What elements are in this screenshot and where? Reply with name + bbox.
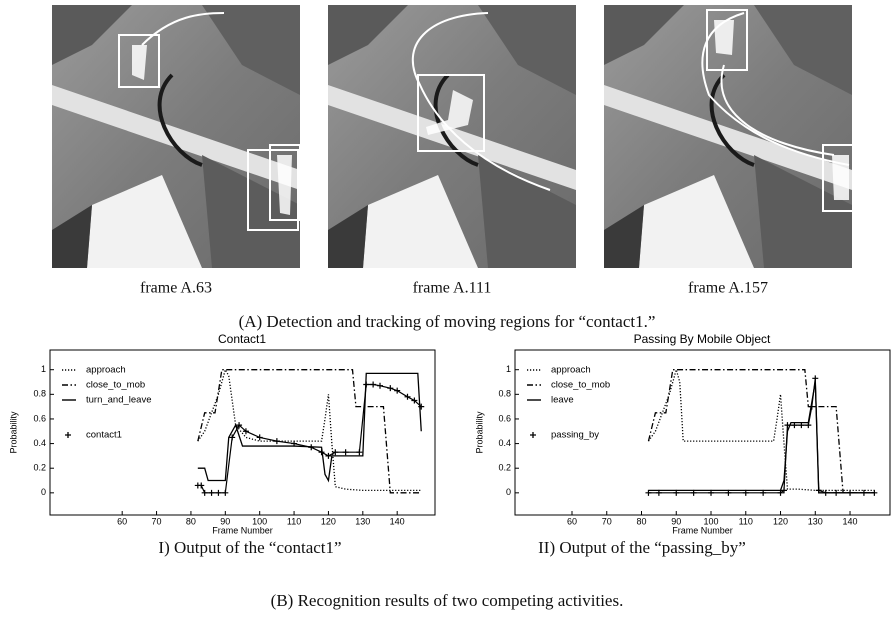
- x-tick-label: 130: [808, 516, 823, 526]
- point-marker: [394, 388, 400, 394]
- x-tick-label: 120: [321, 516, 336, 526]
- point-marker: [202, 490, 208, 496]
- x-tick-label: 140: [390, 516, 405, 526]
- legend-marker: [65, 432, 71, 438]
- panel-caption: I) Output of the “contact1”: [158, 538, 341, 557]
- x-axis-label: Frame Number: [672, 525, 733, 535]
- point-marker: [343, 449, 349, 455]
- x-tick-label: 70: [152, 516, 162, 526]
- y-tick-label: 1: [41, 364, 46, 374]
- y-tick-label: 0: [506, 487, 511, 497]
- y-tick-label: 0.2: [498, 463, 511, 473]
- chart-title: Passing By Mobile Object: [634, 332, 771, 346]
- point-marker: [871, 490, 877, 496]
- point-marker: [377, 383, 383, 389]
- point-marker: [222, 490, 228, 496]
- legend-marker: [530, 432, 536, 438]
- panel-caption: II) Output of the “passing_by”: [538, 538, 746, 557]
- x-tick-label: 90: [671, 516, 681, 526]
- point-marker: [209, 490, 215, 496]
- x-tick-label: 130: [355, 516, 370, 526]
- point-marker: [812, 375, 818, 381]
- y-tick-label: 0.8: [498, 389, 511, 399]
- y-tick-label: 0.4: [33, 438, 46, 448]
- legend-label: approach: [86, 365, 126, 376]
- legend-label: leave: [551, 395, 574, 406]
- y-axis-label: Probability: [8, 411, 18, 454]
- x-tick-label: 80: [186, 516, 196, 526]
- point-marker: [274, 438, 280, 444]
- x-tick-label: 70: [602, 516, 612, 526]
- point-marker: [847, 490, 853, 496]
- point-marker: [370, 381, 376, 387]
- series-line: [648, 378, 874, 493]
- legend-label: close_to_mob: [86, 380, 145, 391]
- x-tick-label: 60: [567, 516, 577, 526]
- x-tick-label: 60: [117, 516, 127, 526]
- point-marker: [356, 449, 362, 455]
- caption: (A) Detection and tracking of moving reg…: [239, 312, 656, 331]
- point-marker: [325, 453, 331, 459]
- y-tick-label: 0.2: [33, 463, 46, 473]
- y-tick-label: 0.4: [498, 438, 511, 448]
- x-tick-label: 100: [252, 516, 267, 526]
- y-tick-label: 0.6: [498, 413, 511, 423]
- x-tick-label: 90: [220, 516, 230, 526]
- frame-image: [328, 5, 576, 268]
- x-tick-label: 110: [287, 516, 301, 526]
- y-axis-label: Probability: [474, 411, 484, 454]
- chart-title: Contact1: [218, 332, 266, 346]
- frame-image: [604, 5, 853, 268]
- x-tick-label: 100: [703, 516, 718, 526]
- y-tick-label: 0: [41, 487, 46, 497]
- point-marker: [215, 490, 221, 496]
- caption: (B) Recognition results of two competing…: [271, 591, 624, 610]
- series-line: [648, 370, 874, 493]
- legend-label: approach: [551, 365, 591, 376]
- x-tick-label: 140: [843, 516, 858, 526]
- legend-label: passing_by: [551, 430, 599, 441]
- point-marker: [308, 444, 314, 450]
- y-tick-label: 1: [506, 364, 511, 374]
- figure: frame A.63 frame A.111 frame A.157 (A) D…: [0, 0, 894, 623]
- point-marker: [387, 385, 393, 391]
- frame-label: frame A.157: [688, 280, 768, 297]
- point-marker: [809, 404, 815, 410]
- point-marker: [405, 394, 411, 400]
- series-line: [648, 382, 874, 493]
- x-tick-label: 80: [636, 516, 646, 526]
- frame-label: frame A.111: [413, 280, 492, 297]
- legend-label: close_to_mob: [551, 380, 610, 391]
- frame-label: frame A.63: [140, 280, 212, 297]
- x-tick-label: 110: [739, 516, 753, 526]
- point-marker: [363, 381, 369, 387]
- y-tick-label: 0.8: [33, 389, 46, 399]
- series-line: [198, 384, 421, 492]
- x-tick-label: 120: [773, 516, 788, 526]
- point-marker: [319, 449, 325, 455]
- series-line: [198, 373, 421, 480]
- point-marker: [198, 482, 204, 488]
- point-marker: [257, 434, 263, 440]
- x-axis-label: Frame Number: [212, 525, 273, 535]
- y-tick-label: 0.6: [33, 413, 46, 423]
- series-line: [648, 370, 874, 491]
- frame-image: [52, 5, 300, 268]
- legend-label: contact1: [86, 430, 122, 441]
- legend-label: turn_and_leave: [86, 395, 152, 406]
